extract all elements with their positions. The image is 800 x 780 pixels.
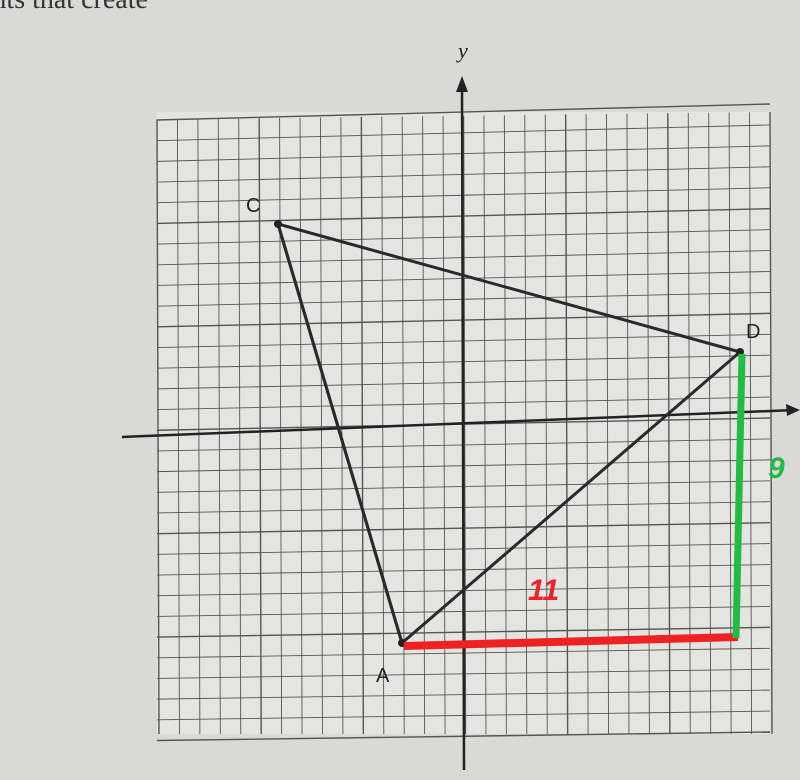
grid-line (483, 115, 487, 735)
grid-line (156, 119, 160, 735)
grid-line (299, 117, 303, 735)
grid-line (667, 113, 671, 735)
grid-line (176, 119, 180, 735)
header-text: ents that create (0, 0, 148, 15)
y-axis (460, 87, 466, 771)
y-axis-label: y (456, 38, 468, 63)
grid-line (462, 115, 467, 735)
grid-line (749, 112, 753, 735)
grid-line (769, 111, 773, 735)
grid-line (320, 117, 323, 735)
horizontal-leg (403, 633, 739, 650)
grid-line (606, 113, 609, 735)
vertex-label: A (376, 665, 390, 687)
y-axis-arrow (456, 76, 468, 92)
grid-line (646, 113, 650, 735)
annotation: 11 (528, 574, 559, 607)
grid-line (728, 112, 732, 735)
vertex-label: C (246, 195, 260, 217)
vertex-label: D (746, 321, 760, 343)
grid-line (687, 112, 691, 735)
grid-line (626, 113, 630, 735)
vertex (274, 220, 282, 228)
x-axis-arrow (786, 404, 800, 416)
grid-line (708, 112, 712, 735)
grid-line (340, 117, 344, 735)
grid-line (156, 103, 771, 121)
x-axis (121, 408, 796, 439)
grid-line (197, 118, 201, 735)
annotation: 9 (768, 452, 785, 485)
vertical-leg (732, 353, 746, 639)
triangle-side (276, 223, 404, 644)
